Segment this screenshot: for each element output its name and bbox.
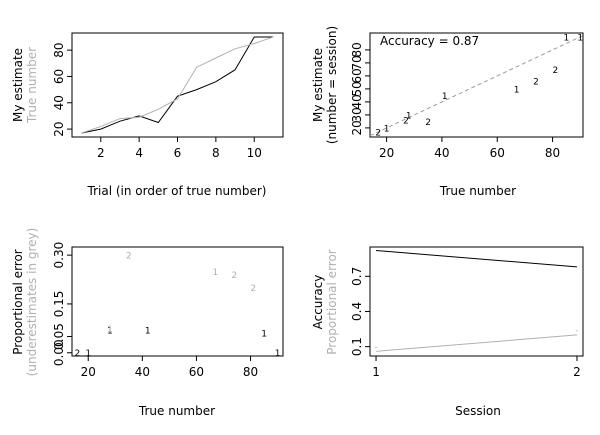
y-tick-label: 0.05 xyxy=(52,323,66,350)
y-axis-label: Proportional error xyxy=(11,249,25,355)
x-axis-label: True number xyxy=(138,404,215,418)
x-tick-label: 6 xyxy=(174,146,182,160)
data-point: 2 xyxy=(425,118,431,128)
y-tick-label: 0.30 xyxy=(52,242,66,269)
y-ticks: 20 40 60 80 xyxy=(52,42,72,137)
y-tick-label: 70 xyxy=(350,55,364,70)
x-tick-label: 60 xyxy=(490,146,505,160)
y-axis-label: Accuracy xyxy=(311,275,325,330)
data-point: 2 xyxy=(75,349,81,359)
x-axis-label: Session xyxy=(455,404,501,418)
data-point: 2 xyxy=(375,128,381,138)
x-ticks: 2 4 6 8 10 xyxy=(97,137,262,160)
x-tick-label: 80 xyxy=(545,146,560,160)
accuracy-annotation: Accuracy = 0.87 xyxy=(380,34,479,48)
y-tick-label: 0.15 xyxy=(52,291,66,318)
panel-estimate-by-trial: 2 4 6 8 10 20 40 60 80 Trial (in order of true … xyxy=(11,32,284,198)
data-point: 1 xyxy=(406,111,412,121)
series-line-black xyxy=(81,36,274,134)
x-ticks: 20 40 60 80 xyxy=(81,356,258,379)
y-ticks: 0.000.05 0.15 0.30 xyxy=(52,242,72,366)
y-tick-label: 80 xyxy=(52,42,66,57)
data-point: 1 xyxy=(514,85,520,95)
x-axis-label: True number xyxy=(439,184,516,198)
data-point: 2 xyxy=(403,117,409,127)
x-tick-label: 2 xyxy=(97,146,105,160)
data-marker: - xyxy=(374,343,377,353)
data-point: 1 xyxy=(275,349,281,359)
y-tick-label: 60 xyxy=(52,69,66,84)
data-point: 1 xyxy=(107,326,113,336)
data-marker: - xyxy=(575,326,578,336)
x-axis-label: Trial (in order of true number) xyxy=(87,184,267,198)
data-point: 1 xyxy=(213,268,219,278)
data-point: 1 xyxy=(85,349,91,359)
series-line-grey xyxy=(375,334,578,352)
y-tick-label: 0.00 xyxy=(52,339,66,366)
x-tick-label: 20 xyxy=(81,365,96,379)
data-point: 1 xyxy=(384,124,390,134)
y-tick-label: 0.7 xyxy=(350,267,364,286)
data-point: 2 xyxy=(231,271,237,281)
y-ticks: 0.1 0.4 0.7 xyxy=(350,267,370,356)
data-point: 1 xyxy=(442,92,448,102)
reference-line xyxy=(369,35,584,137)
x-tick-label: 2 xyxy=(573,365,581,379)
data-marks xyxy=(81,36,274,134)
data-point: 2 xyxy=(126,252,132,262)
data-point: 1 xyxy=(145,326,151,336)
y-axis-label: My estimate xyxy=(11,48,25,122)
data-point: 1 xyxy=(577,33,583,43)
series-line-grey xyxy=(81,36,274,134)
y-tick-label: 20 xyxy=(350,120,364,135)
y-tick-label: 40 xyxy=(52,95,66,110)
y-tick-label: 80 xyxy=(350,42,364,57)
x-tick-label: 8 xyxy=(212,146,220,160)
x-tick-label: 60 xyxy=(189,365,204,379)
data-point: 1 xyxy=(107,325,113,335)
data-marks: -- xyxy=(374,250,579,353)
plot-frame xyxy=(369,246,584,357)
y-axis-label-secondary: Proportional error xyxy=(325,249,339,355)
y-axis-label-secondary: True number xyxy=(25,47,39,124)
series-line-black xyxy=(375,250,578,268)
plot-frame xyxy=(369,32,584,138)
x-tick-label: 40 xyxy=(434,146,449,160)
y-tick-label: 20 xyxy=(52,121,66,136)
plot-frame xyxy=(71,32,284,138)
x-tick-label: 10 xyxy=(247,146,262,160)
data-point: 1 xyxy=(261,330,267,340)
y-tick-label: 0.4 xyxy=(350,302,364,321)
x-ticks: 20 40 60 80 xyxy=(379,137,560,160)
y-tick-label: 60 xyxy=(350,68,364,83)
plot-frame xyxy=(71,246,284,357)
x-tick-label: 4 xyxy=(135,146,143,160)
data-point: 1 xyxy=(564,33,570,43)
data-point: 2 xyxy=(533,78,539,88)
data-point: 2 xyxy=(552,66,558,76)
y-axis-label-secondary: (number = session) xyxy=(325,26,339,144)
x-tick-label: 40 xyxy=(135,365,150,379)
y-tick-label: 0.1 xyxy=(350,337,364,356)
data-point: 2 xyxy=(250,284,256,294)
y-tick-label: 40 xyxy=(350,94,364,109)
y-axis-label: My estimate xyxy=(311,48,325,122)
y-tick-label: 30 xyxy=(350,107,364,122)
x-tick-label: 80 xyxy=(243,365,258,379)
x-tick-label: 20 xyxy=(379,146,394,160)
y-axis-label-secondary: (underestimates in grey) xyxy=(25,228,39,377)
y-tick-label: 50 xyxy=(350,81,364,96)
x-tick-label: 1 xyxy=(372,365,380,379)
